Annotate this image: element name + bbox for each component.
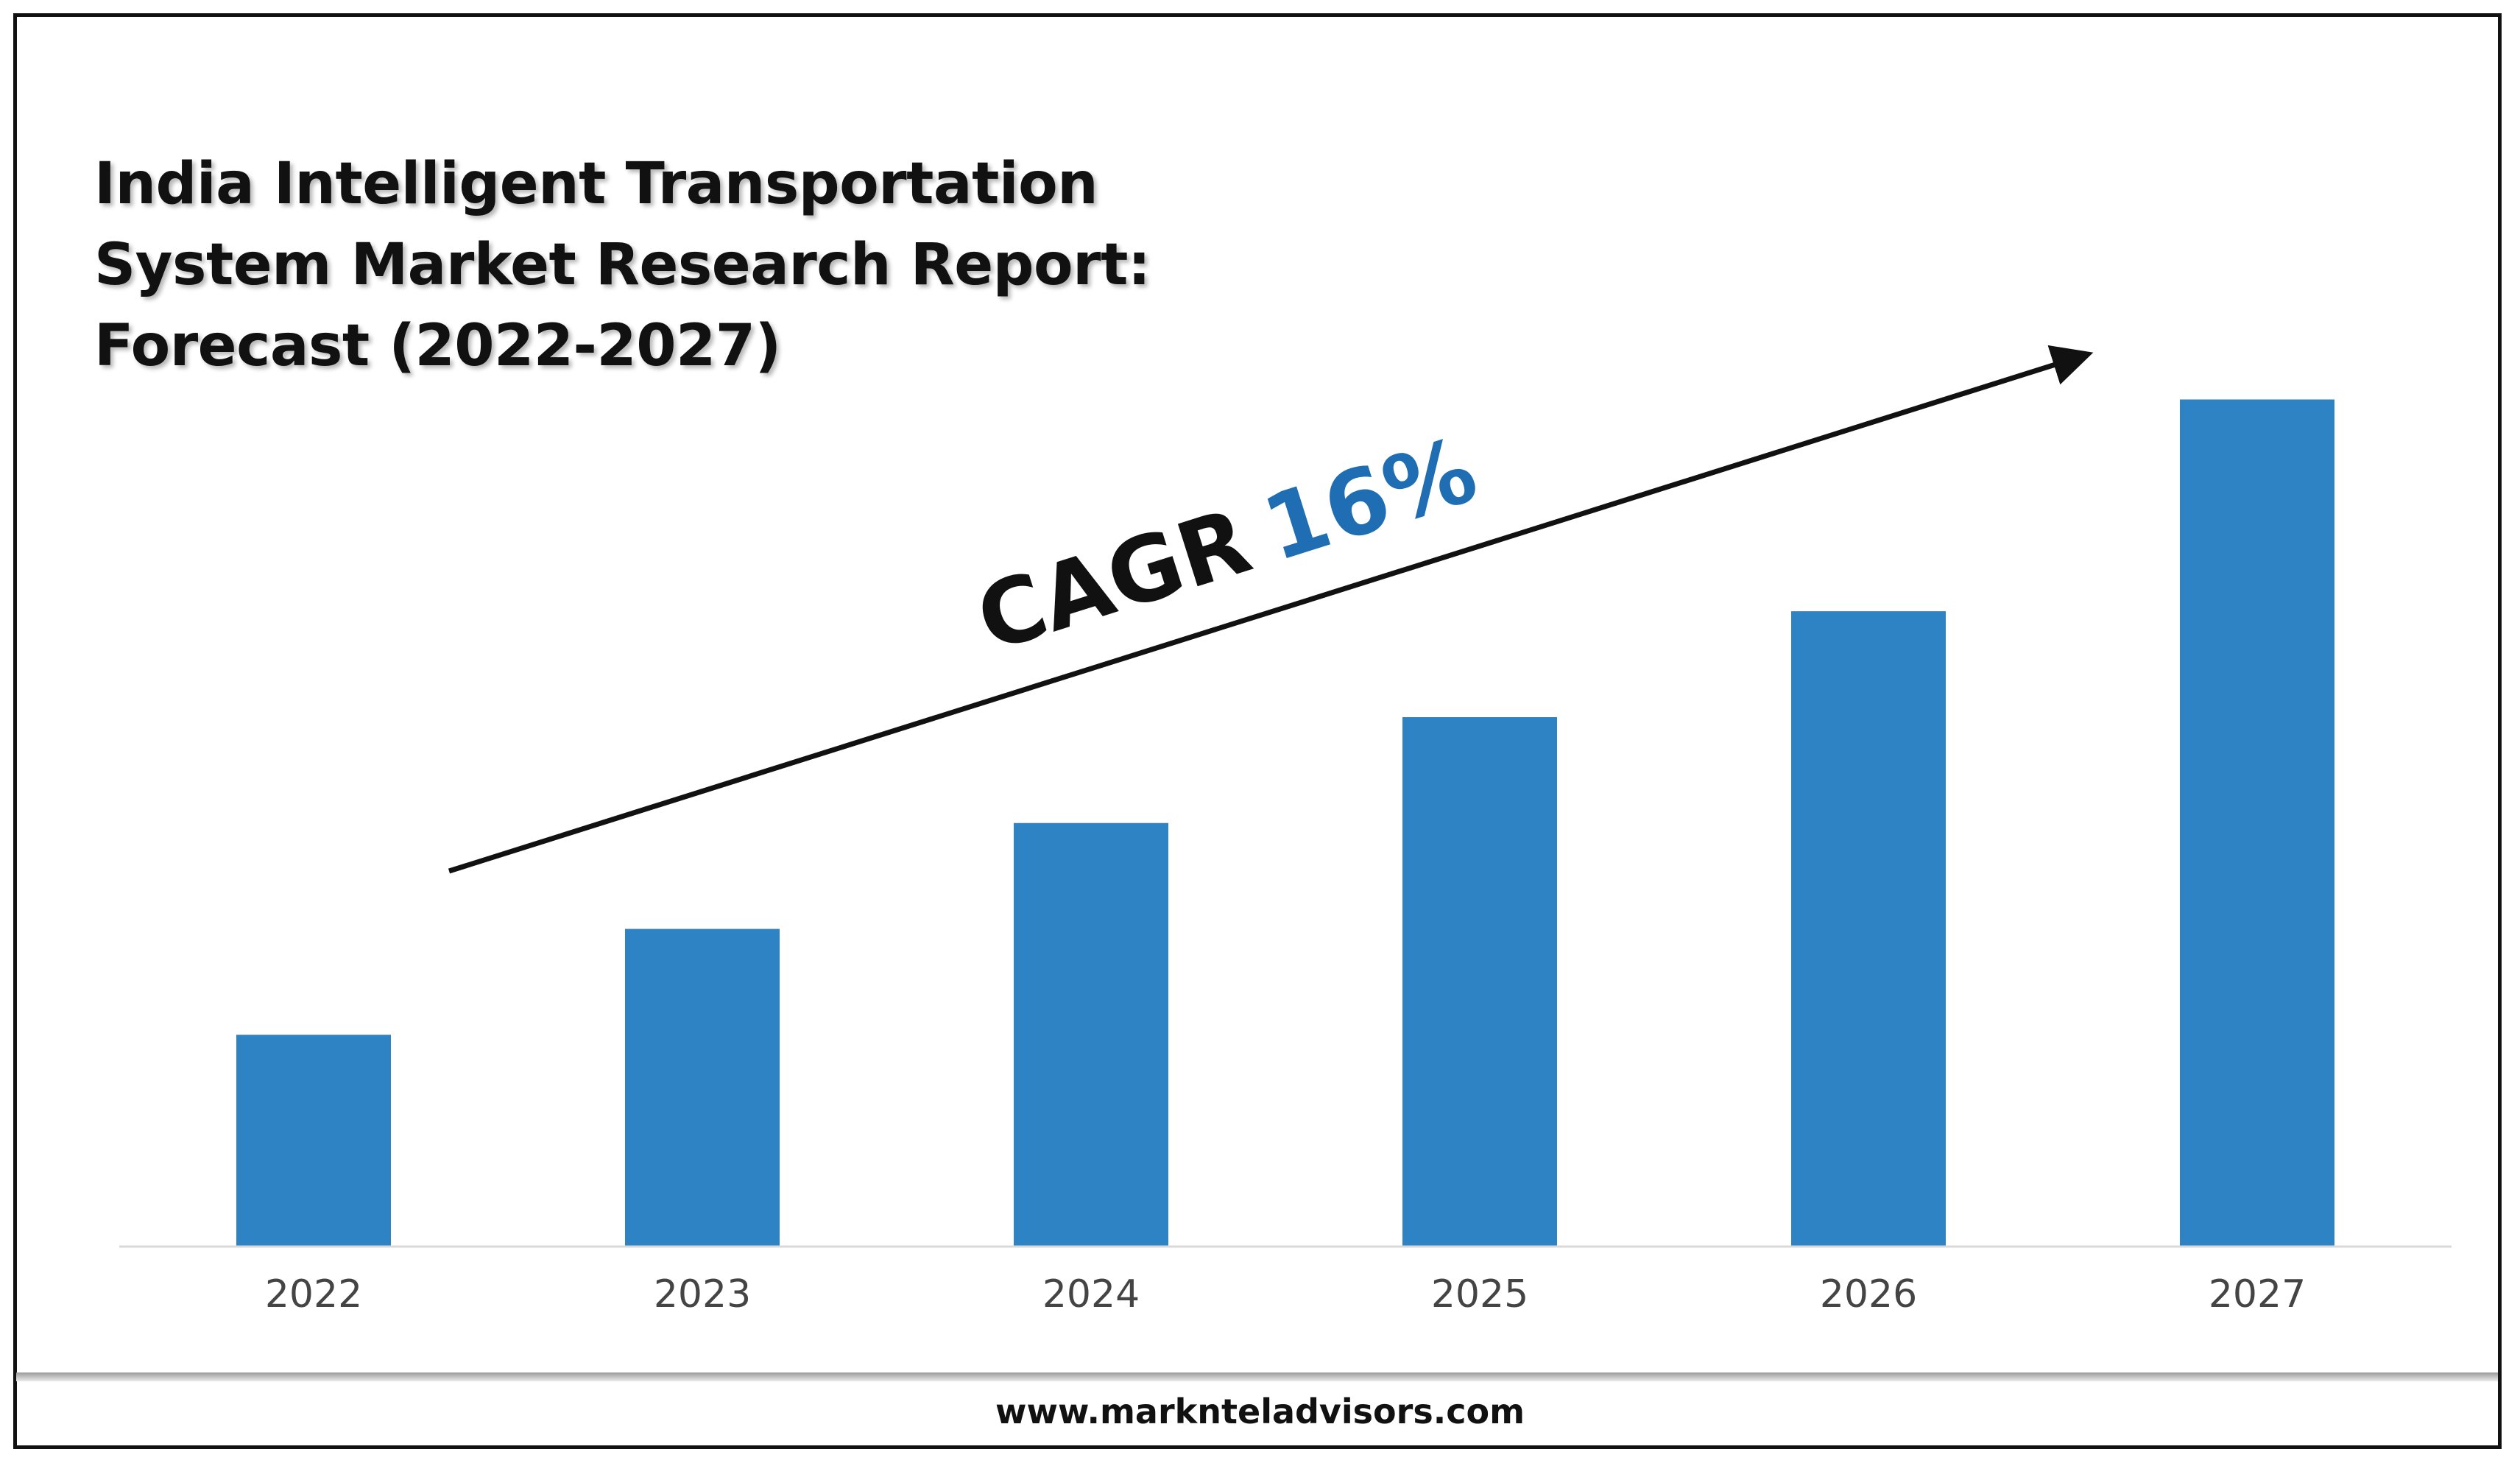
- bar-2025: [1402, 716, 1557, 1247]
- x-tick-label-2022: 2022: [265, 1272, 362, 1317]
- bar-2027: [2180, 399, 2334, 1247]
- x-tick-label-2025: 2025: [1431, 1272, 1528, 1317]
- chart-frame: [13, 13, 2502, 1449]
- title-line-2: System Market Research Report:: [94, 232, 1151, 298]
- x-tick-label-2027: 2027: [2209, 1272, 2306, 1317]
- bar-2024: [1014, 822, 1168, 1247]
- title-line-3: Forecast (2022-2027): [94, 313, 781, 379]
- cagr-annotation: CAGR16%: [965, 417, 1488, 672]
- title-line-1: India Intelligent Transportation: [94, 151, 1098, 217]
- bar-2023: [625, 928, 780, 1247]
- cagr-label: CAGR: [965, 489, 1262, 672]
- x-tick-label-2024: 2024: [1042, 1272, 1140, 1317]
- x-tick-label-2026: 2026: [1820, 1272, 1917, 1317]
- bar-2026: [1791, 611, 1946, 1247]
- x-tick-labels: 2022 2023 2024 2025 2026 2027: [265, 1272, 2306, 1317]
- chart-title: India Intelligent Transportation System …: [94, 144, 1346, 387]
- footer-website: www.marknteladvisors.com: [995, 1392, 1525, 1431]
- footer-divider: [16, 1372, 2498, 1381]
- bar-2022: [236, 1035, 391, 1247]
- bars-layer: [236, 399, 2334, 1247]
- growth-arrow: [448, 345, 2094, 874]
- x-tick-label-2023: 2023: [654, 1272, 751, 1317]
